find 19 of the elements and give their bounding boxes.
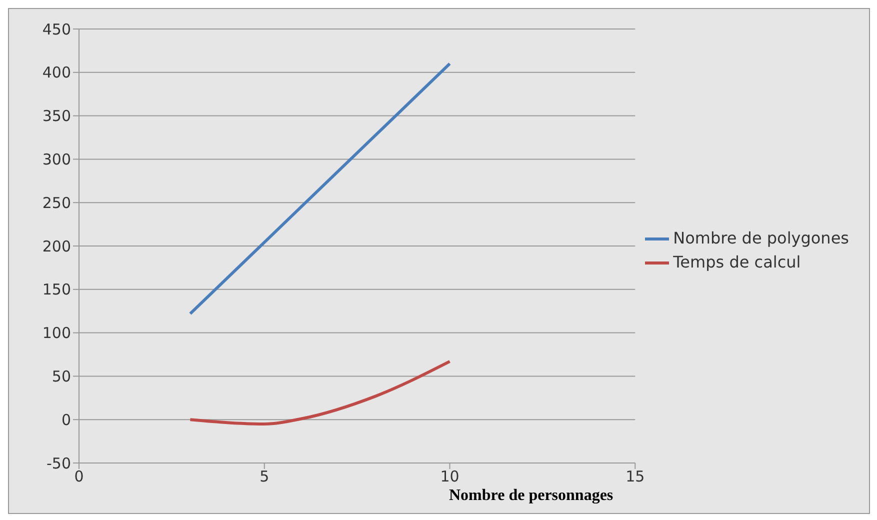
legend-label: Nombre de polygones [673,228,849,248]
y-tick-label: 400 [42,64,71,82]
y-tick-label: 100 [42,324,71,342]
y-tick-label: 350 [42,107,71,126]
y-tick-label: 0 [61,410,71,429]
y-tick-label: 300 [42,150,71,169]
x-tick-label: 5 [260,468,270,486]
y-tick-label: 150 [42,280,71,299]
y-tick-label: 450 [42,20,71,38]
x-tick-label: 0 [74,468,84,486]
line-series [188,360,452,426]
y-tick-label: 50 [52,368,71,386]
y-tick-label: 250 [42,194,71,212]
legend-label: Temps de calcul [673,252,801,272]
y-tick-label: -50 [46,454,71,472]
x-tick-label: 10 [440,468,460,486]
x-axis-title: Nombre de personnages [449,487,614,505]
y-tick-label: 200 [42,237,71,256]
x-tick-label: 15 [626,468,645,486]
